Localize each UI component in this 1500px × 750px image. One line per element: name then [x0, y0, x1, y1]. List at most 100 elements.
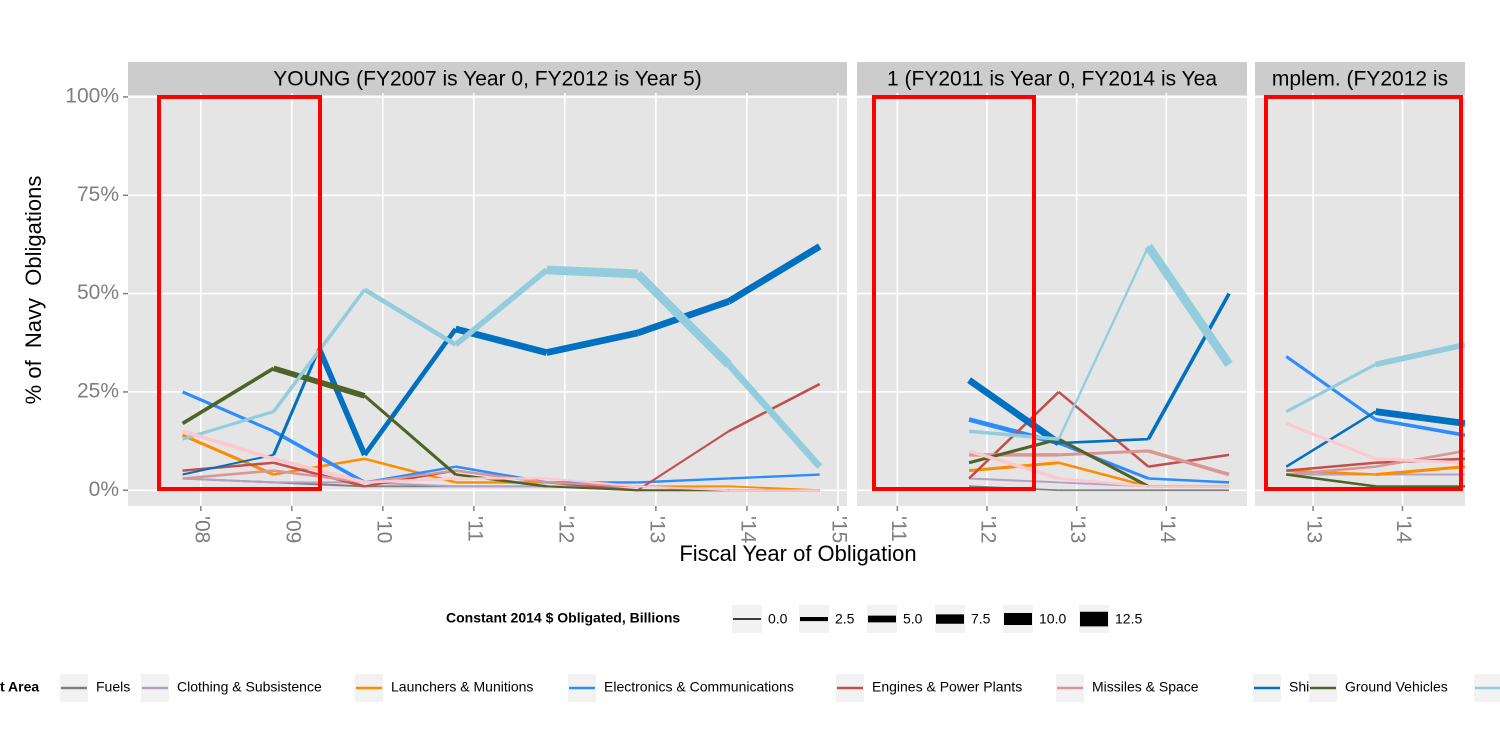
line-segment	[1146, 292, 1231, 441]
x-axis-label: Fiscal Year of Obligation	[679, 541, 916, 566]
size-legend-label: 0.0	[768, 611, 788, 627]
strip-background	[128, 62, 847, 95]
line-segment	[968, 437, 1060, 465]
line-segment	[1058, 441, 1149, 480]
line-segment	[364, 477, 456, 484]
strip-background	[857, 62, 1247, 95]
x-tick-label: '14	[736, 516, 759, 544]
line-segment	[363, 287, 457, 347]
x-tick-label: '14	[1392, 516, 1415, 544]
size-legend-label: 10.0	[1039, 611, 1066, 627]
line-segment	[181, 366, 275, 425]
line-segment	[1286, 465, 1376, 476]
line-segment	[968, 449, 1060, 481]
line-segment	[1286, 469, 1376, 476]
highlight-box	[872, 95, 1036, 491]
line-segment	[364, 469, 456, 484]
line-segment	[316, 347, 368, 456]
x-tick-label: '12	[554, 516, 577, 543]
x-tick-label: '09	[281, 516, 304, 543]
line-segment	[363, 394, 457, 476]
strip-title: mplem. (FY2012 is	[1272, 68, 1448, 91]
line-segment	[546, 265, 638, 279]
size-legend-label: 7.5	[971, 611, 991, 627]
legend-label: Ground Vehicles	[1345, 679, 1448, 695]
line-segment	[1058, 461, 1149, 488]
y-axis-label: % of Navy Obligations	[21, 176, 46, 405]
panel: YOUNG (FY2007 is Year 0, FY2012 is Year …	[65, 62, 850, 544]
highlight-box	[157, 95, 322, 491]
line-segment	[545, 329, 639, 356]
line-segment	[455, 469, 547, 484]
line-segment	[1148, 477, 1230, 484]
line-segment	[1285, 421, 1377, 461]
line-segment	[637, 477, 729, 484]
line-segment	[182, 477, 274, 484]
line-segment	[1058, 437, 1149, 445]
line-segment	[1375, 457, 1465, 465]
line-segment	[453, 267, 549, 347]
y-tick-label: 25%	[77, 379, 119, 402]
line-segment	[182, 469, 274, 480]
line-segment	[728, 382, 821, 433]
line-segment	[546, 477, 638, 488]
highlight-box	[1264, 95, 1463, 491]
y-tick-label: 75%	[77, 183, 119, 206]
line-segment	[181, 390, 275, 433]
line-segment	[455, 473, 547, 488]
line-segment	[726, 243, 822, 305]
x-tick-label: '10	[372, 516, 395, 543]
line-segment	[1147, 449, 1230, 477]
x-tick-label: '08	[190, 516, 213, 543]
line-segment	[182, 453, 274, 476]
line-segment	[1058, 437, 1150, 488]
line-segment	[1057, 245, 1150, 440]
size-legend-label: 2.5	[835, 611, 855, 627]
panel-background	[128, 93, 847, 506]
line-segment	[1286, 473, 1376, 488]
line-segment	[968, 429, 1059, 441]
line-segment	[362, 327, 458, 457]
x-tick-label: '11	[887, 516, 910, 542]
line-segment	[1148, 453, 1230, 468]
legend-label: Launchers & Munitions	[391, 679, 533, 695]
line-segment	[1144, 243, 1233, 367]
legend-label: Clothing & Subsistence	[177, 679, 322, 695]
line-segment	[728, 473, 820, 480]
line-segment	[1375, 417, 1465, 437]
y-tick-label: 0%	[89, 478, 119, 501]
x-tick-label: '13	[645, 516, 668, 543]
x-tick-label: '13	[1303, 516, 1326, 543]
strip-background	[1255, 62, 1465, 95]
line-segment	[272, 348, 321, 456]
x-tick-label: '12	[976, 516, 999, 543]
size-legend-label: 5.0	[903, 611, 923, 627]
strip-title: 1 (FY2011 is Year 0, FY2014 is Yea	[887, 68, 1217, 91]
line-segment	[1285, 363, 1377, 413]
line-segment	[1375, 408, 1465, 427]
line-segment	[1375, 465, 1465, 477]
line-segment	[969, 477, 1059, 484]
strip-title: YOUNG (FY2007 is Year 0, FY2012 is Year …	[273, 68, 701, 91]
line-segment	[546, 485, 638, 492]
legend-label: Electronics & Communications	[604, 679, 794, 695]
line-segment	[182, 461, 274, 472]
line-segment	[968, 461, 1059, 473]
color-legend-title: t Area	[0, 679, 39, 695]
size-legend-title: Constant 2014 $ Obligated, Billions	[446, 610, 680, 626]
line-segment	[1375, 449, 1465, 468]
line-segment	[182, 429, 275, 461]
legend-label: Fuels	[96, 679, 130, 695]
highlight-boxes	[157, 95, 1463, 491]
x-tick-label: '11	[463, 516, 486, 542]
legend-label: Engines & Power Plants	[872, 679, 1022, 695]
panel: 1 (FY2011 is Year 0, FY2014 is Yea '11 '12…	[857, 62, 1247, 544]
y-tick-label: 50%	[77, 281, 119, 304]
line-segment	[967, 377, 1061, 446]
panel: mplem. (FY2012 is '13 '14	[1255, 62, 1465, 544]
line-segment	[181, 433, 275, 476]
line-segment	[1058, 449, 1149, 457]
size-legend-label: 12.5	[1115, 611, 1142, 627]
